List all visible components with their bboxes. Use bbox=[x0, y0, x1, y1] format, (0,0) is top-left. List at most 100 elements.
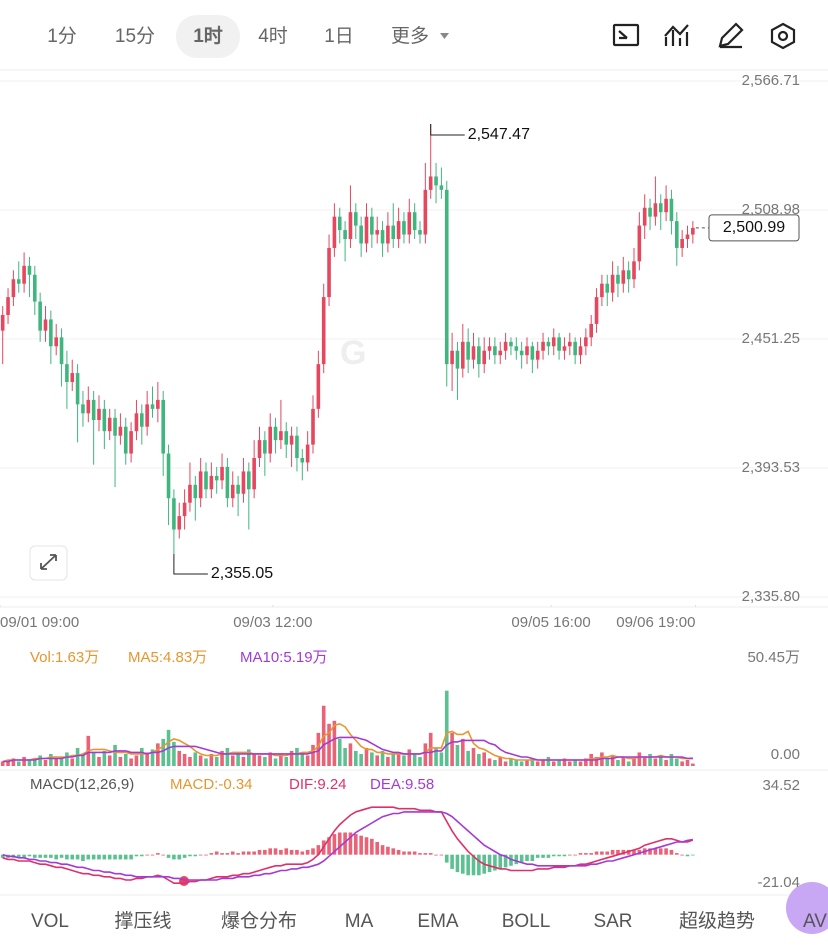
volume-bar bbox=[70, 758, 75, 766]
assistant-bubble[interactable] bbox=[786, 882, 828, 934]
volume-bar bbox=[311, 744, 315, 766]
macd-bar bbox=[129, 854, 133, 860]
macd-bar bbox=[428, 853, 433, 855]
volume-bar bbox=[541, 759, 545, 766]
x-tick-label: 09/06 19:00 bbox=[616, 614, 695, 631]
indicator-tab[interactable]: VOL bbox=[31, 911, 69, 932]
macd-bar bbox=[551, 854, 556, 857]
macd-bar bbox=[600, 851, 604, 855]
timeframe-tab[interactable]: 1时 bbox=[193, 25, 223, 47]
volume-bar bbox=[33, 758, 37, 766]
volume-bar bbox=[22, 756, 26, 766]
macd-bar bbox=[161, 854, 165, 856]
candle-body bbox=[407, 212, 412, 235]
volume-bar bbox=[503, 761, 508, 766]
candle-body bbox=[525, 346, 529, 356]
candle-body bbox=[134, 413, 139, 432]
indicator-tab[interactable]: 超级趋势 bbox=[679, 910, 755, 932]
macd-bar bbox=[412, 851, 417, 855]
candle-body bbox=[305, 444, 310, 463]
indicator-tab[interactable]: 爆仓分布 bbox=[221, 910, 297, 932]
volume-bar bbox=[284, 756, 289, 766]
macd-bar bbox=[332, 834, 337, 855]
candle-body bbox=[209, 475, 214, 490]
macd-bar bbox=[530, 854, 535, 862]
candle-body bbox=[140, 413, 144, 427]
legend-label: Vol:1.63万 bbox=[30, 649, 99, 666]
y-tick-label: 2,508.98 bbox=[742, 201, 800, 218]
candle-body bbox=[359, 225, 363, 244]
volume-bar bbox=[691, 763, 695, 766]
macd-bar bbox=[434, 854, 438, 856]
candle-body bbox=[65, 364, 69, 383]
more-tab[interactable]: 更多 bbox=[391, 25, 429, 47]
icon-draw[interactable] bbox=[718, 22, 744, 49]
candle-body bbox=[182, 502, 187, 517]
icon-screen[interactable] bbox=[612, 23, 640, 47]
volume-line bbox=[2, 722, 693, 763]
candle-body bbox=[568, 341, 572, 347]
macd-bar bbox=[386, 846, 390, 855]
candle-body bbox=[289, 435, 294, 445]
macd-bar bbox=[375, 842, 379, 855]
volume-bar bbox=[487, 758, 492, 766]
volume-bar bbox=[546, 756, 551, 766]
indicator-tab[interactable]: 撑压线 bbox=[114, 910, 171, 932]
candle-body bbox=[637, 225, 642, 262]
macd-bar bbox=[380, 845, 385, 855]
macd-bar bbox=[568, 854, 572, 856]
volume-bar bbox=[675, 758, 679, 766]
candle-body bbox=[530, 346, 535, 360]
volume-bar bbox=[273, 758, 278, 766]
macd-bar bbox=[610, 849, 615, 855]
indicator-tab[interactable]: AV bbox=[803, 911, 827, 932]
candle-body bbox=[519, 350, 524, 356]
timeframe-tab[interactable]: 1日 bbox=[324, 26, 354, 47]
candle-body bbox=[493, 346, 497, 356]
indicator-tab[interactable]: SAR bbox=[593, 911, 632, 932]
macd-bar bbox=[648, 848, 652, 855]
timeframe-tab[interactable]: 15分 bbox=[115, 25, 155, 47]
volume-bar bbox=[43, 759, 48, 766]
icon-indicator[interactable] bbox=[664, 24, 689, 46]
candle-body bbox=[514, 346, 519, 351]
volume-bar bbox=[300, 752, 305, 766]
macd-bar bbox=[113, 854, 117, 860]
candle-body bbox=[172, 498, 176, 530]
volume-bar bbox=[241, 756, 246, 766]
candle-body bbox=[477, 346, 481, 365]
candle-body bbox=[343, 230, 347, 240]
y-tick-label: 2,393.53 bbox=[742, 459, 800, 476]
candle-body bbox=[118, 426, 123, 436]
volume-bar bbox=[444, 690, 449, 766]
icon-settings-dot bbox=[777, 30, 789, 42]
volume-bar bbox=[145, 752, 149, 766]
volume-bar bbox=[568, 761, 572, 766]
candle-body bbox=[616, 274, 620, 284]
timeframe-tab[interactable]: 1分 bbox=[47, 25, 77, 47]
y-tick-label: 50.45万 bbox=[747, 649, 800, 666]
x-tick-label: 09/01 09:00 bbox=[0, 614, 79, 631]
indicator-tab[interactable]: MA bbox=[345, 911, 374, 932]
macd-bar bbox=[225, 853, 230, 855]
candle-body bbox=[626, 270, 631, 280]
macd-bar bbox=[525, 854, 529, 862]
y-tick-label: 0.00 bbox=[771, 746, 800, 763]
icon-settings[interactable] bbox=[770, 22, 796, 50]
volume-bar bbox=[584, 758, 588, 766]
macd-bar bbox=[140, 854, 144, 857]
candle-body bbox=[589, 323, 593, 338]
volume-bar bbox=[188, 756, 192, 766]
candle-body bbox=[321, 297, 326, 365]
candle-body bbox=[503, 341, 508, 351]
volume-bar bbox=[391, 753, 396, 766]
timeframe-tab[interactable]: 4时 bbox=[258, 25, 288, 47]
candle-body bbox=[605, 283, 610, 293]
macd-bar bbox=[364, 837, 369, 855]
indicator-tab[interactable]: BOLL bbox=[502, 911, 551, 932]
indicator-tab[interactable]: EMA bbox=[417, 911, 459, 932]
candle-body bbox=[316, 364, 321, 409]
volume-bar bbox=[11, 758, 16, 766]
candle-body bbox=[423, 189, 428, 235]
candle-body bbox=[145, 404, 149, 427]
